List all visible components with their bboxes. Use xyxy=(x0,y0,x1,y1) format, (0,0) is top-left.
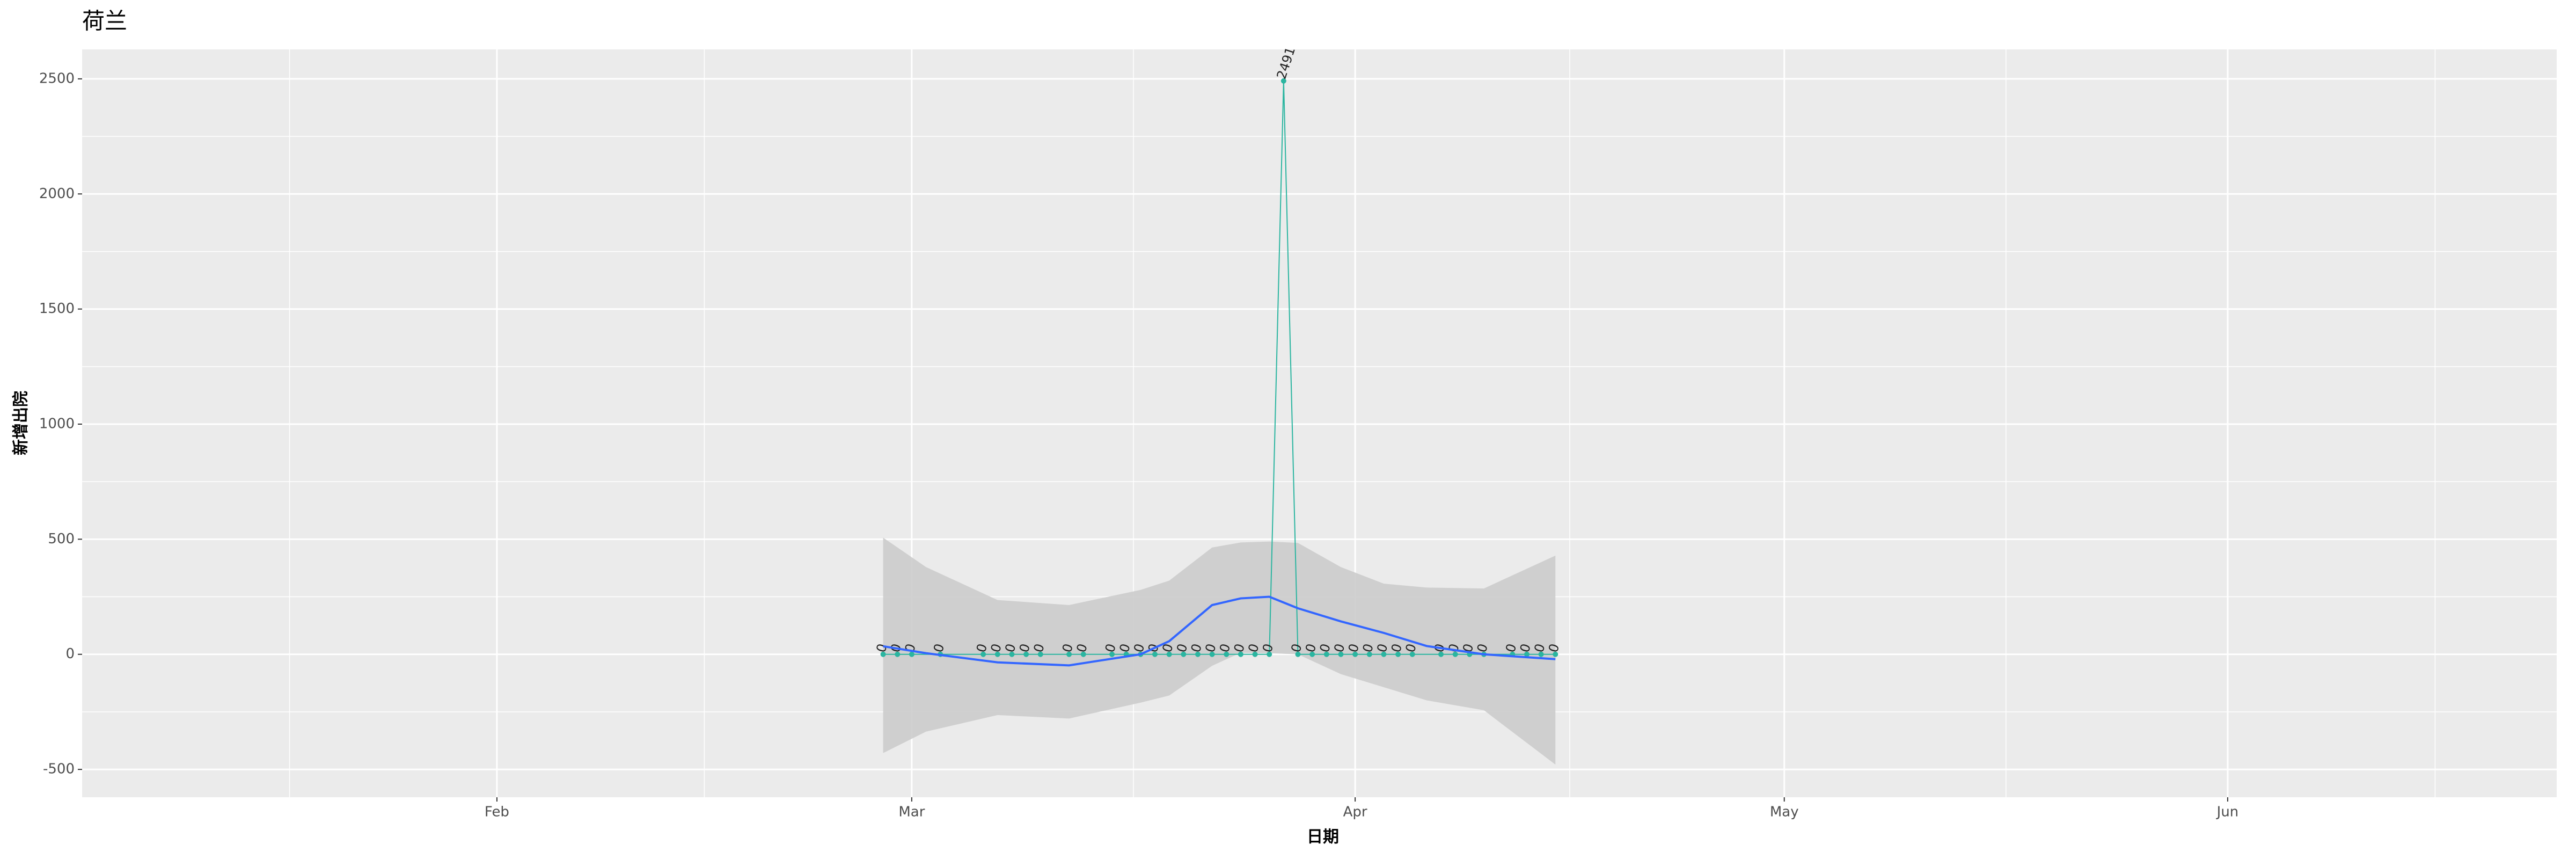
data-point xyxy=(1438,651,1444,657)
data-point xyxy=(1037,651,1043,657)
data-point xyxy=(1023,651,1029,657)
y-tick-label: 2500 xyxy=(39,70,75,86)
data-point xyxy=(1238,651,1243,657)
data-point xyxy=(1166,651,1172,657)
data-point xyxy=(1295,651,1301,657)
y-tick-label: 1000 xyxy=(39,416,75,432)
data-point xyxy=(895,651,901,657)
data-point xyxy=(1395,651,1401,657)
y-tick-label: 500 xyxy=(48,531,75,547)
smooth-line xyxy=(883,595,1556,667)
data-point xyxy=(1066,651,1072,657)
data-point xyxy=(1195,651,1201,657)
data-point xyxy=(1252,651,1258,657)
x-tick-label: Apr xyxy=(1343,804,1367,820)
y-tick-label: -500 xyxy=(43,761,75,777)
data-point xyxy=(980,651,986,657)
x-tick-label: Mar xyxy=(898,804,925,820)
data-point xyxy=(1524,651,1529,657)
data-point xyxy=(1009,651,1015,657)
confidence-band xyxy=(883,537,1556,765)
data-point xyxy=(1409,651,1415,657)
y-axis-label: 新增出院 xyxy=(12,391,31,455)
data-point xyxy=(1209,651,1215,657)
data-point xyxy=(1538,651,1544,657)
data-point xyxy=(1452,651,1458,657)
data-point xyxy=(1152,651,1158,657)
data-point xyxy=(1181,651,1187,657)
data-point xyxy=(1553,651,1558,657)
y-tick-label: 2000 xyxy=(39,186,75,202)
data-point xyxy=(1338,651,1344,657)
y-tick-label: 1500 xyxy=(39,301,75,317)
y-tick-label: 0 xyxy=(65,646,75,662)
data-point xyxy=(1352,651,1358,657)
data-point xyxy=(1381,651,1387,657)
x-tick-label: May xyxy=(1770,804,1799,820)
data-point xyxy=(994,651,1000,657)
data-point xyxy=(1109,651,1115,657)
x-tick-label: Feb xyxy=(485,804,509,820)
data-point xyxy=(1080,651,1086,657)
panel xyxy=(82,49,2557,797)
x-tick-label: Jun xyxy=(2216,804,2239,820)
data-point xyxy=(1366,651,1372,657)
chart-title: 荷兰 xyxy=(82,8,127,34)
data-point xyxy=(1224,651,1230,657)
data-point xyxy=(880,651,886,657)
data-point xyxy=(1323,651,1329,657)
data-point xyxy=(909,651,914,657)
data-point xyxy=(1309,651,1315,657)
data-point xyxy=(1280,78,1286,84)
data-point xyxy=(1267,651,1272,657)
x-axis-label: 日期 xyxy=(1307,828,1339,847)
